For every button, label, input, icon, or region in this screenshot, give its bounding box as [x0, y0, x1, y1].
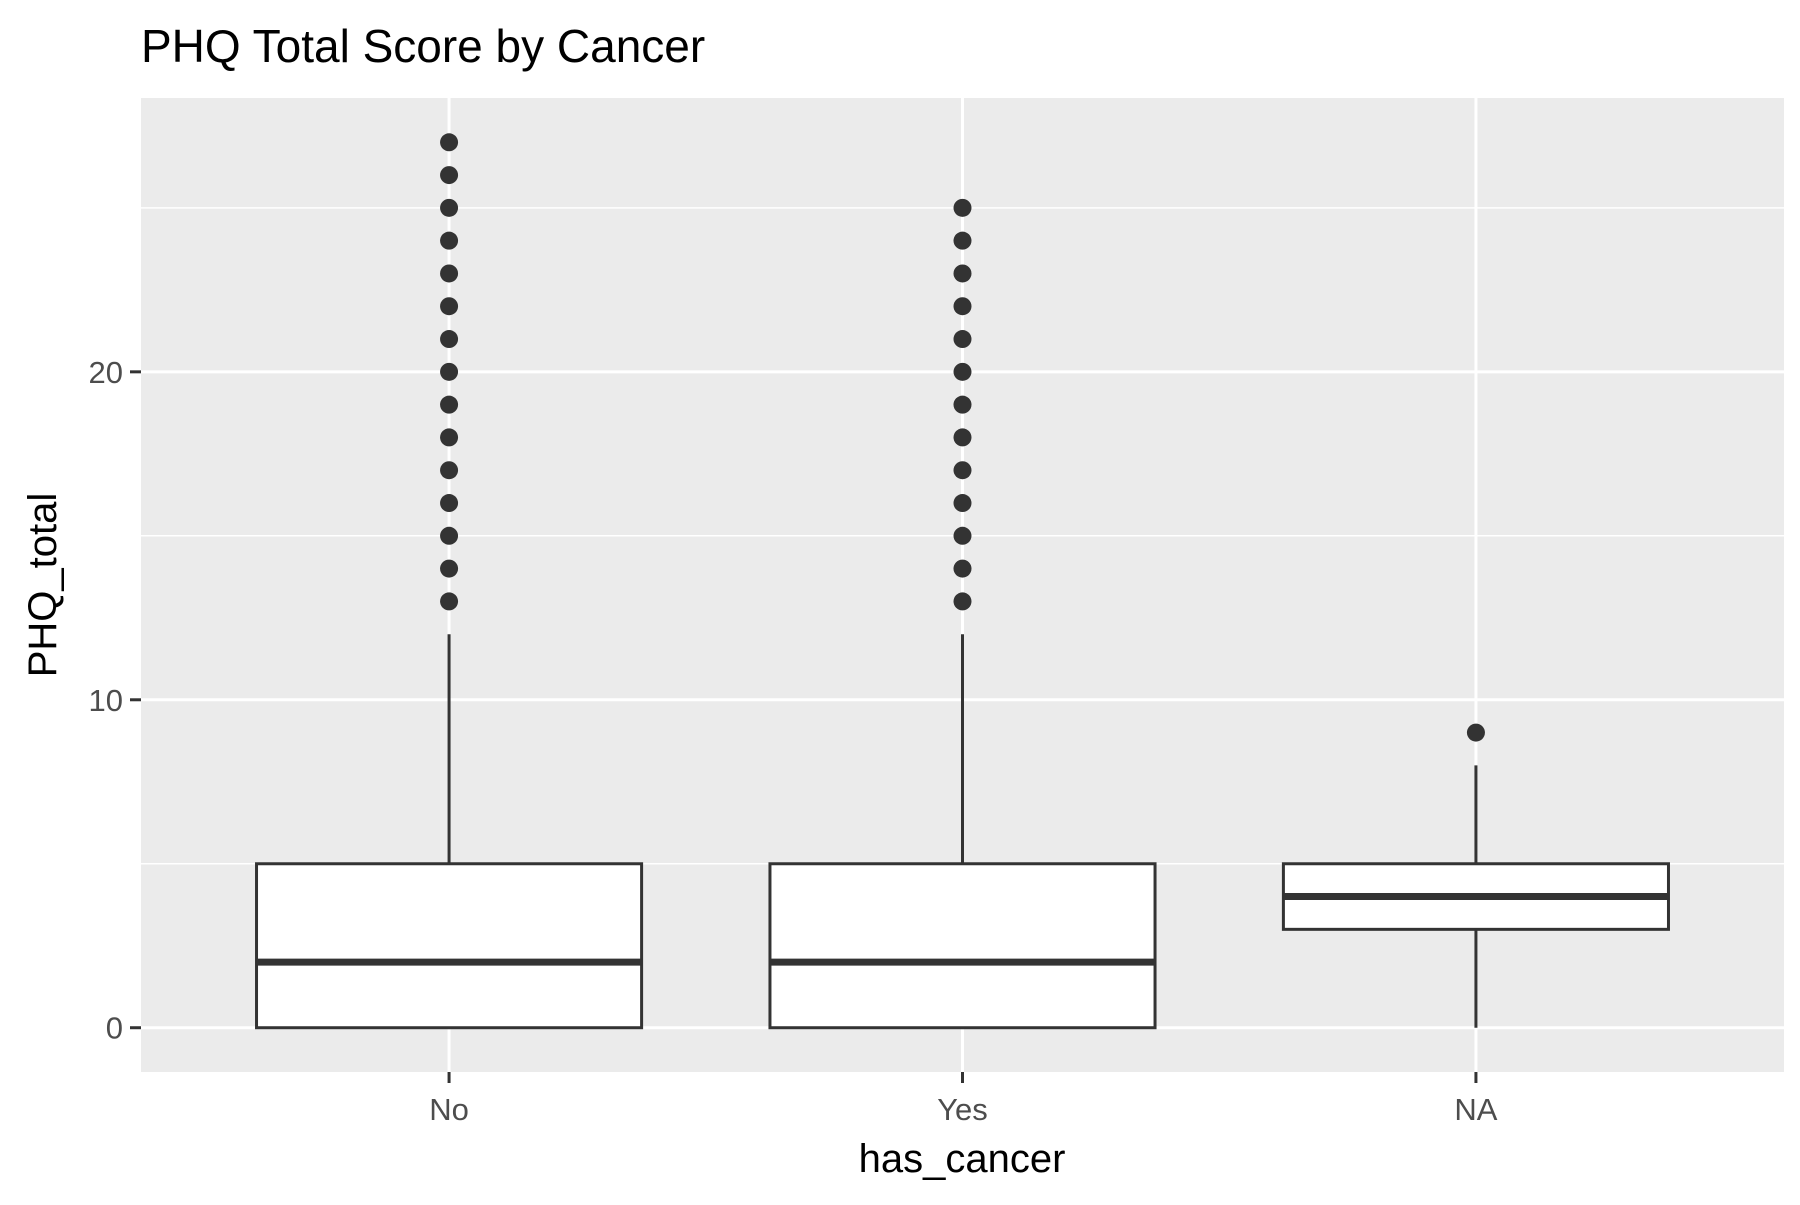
y-tick-label: 10 — [89, 683, 123, 718]
outlier-point — [440, 592, 459, 611]
outlier-point — [953, 592, 972, 611]
outlier-point — [953, 231, 972, 250]
boxes — [255, 634, 1670, 1030]
outlier-point — [440, 559, 459, 578]
interquartile-box — [255, 862, 644, 1030]
outlier-point — [440, 198, 459, 217]
outlier-point — [440, 166, 459, 185]
outlier-point — [440, 461, 459, 480]
outlier-point — [953, 198, 972, 217]
outlier-point — [440, 494, 459, 513]
box-no — [255, 634, 644, 1030]
chart-title: PHQ Total Score by Cancer — [141, 20, 705, 72]
box-yes — [768, 634, 1157, 1030]
outlier-point — [953, 264, 972, 283]
outlier-point — [440, 297, 459, 316]
outlier-point — [440, 264, 459, 283]
outlier-point — [1466, 723, 1485, 742]
axes: 0 10 20 No Yes NA — [89, 355, 1498, 1127]
y-tick-label: 20 — [89, 355, 123, 390]
x-tick-label: No — [429, 1092, 469, 1127]
outlier-point — [440, 526, 459, 545]
outlier-point — [953, 330, 972, 349]
outlier-point — [953, 362, 972, 381]
outlier-point — [953, 494, 972, 513]
outlier-point — [440, 330, 459, 349]
x-axis-title: has_cancer — [859, 1137, 1066, 1181]
outlier-point — [953, 297, 972, 316]
box-na — [1281, 765, 1670, 1028]
outlier-point — [440, 231, 459, 250]
outlier-point — [440, 133, 459, 152]
outlier-point — [953, 526, 972, 545]
outlier-point — [440, 395, 459, 414]
outlier-point — [953, 461, 972, 480]
outlier-point — [440, 362, 459, 381]
interquartile-box — [768, 862, 1157, 1030]
y-axis-title: PHQ_total — [21, 493, 65, 678]
y-tick-label: 0 — [106, 1011, 123, 1046]
outlier-point — [953, 428, 972, 447]
outlier-point — [953, 559, 972, 578]
x-tick-label: NA — [1454, 1092, 1497, 1127]
outlier-point — [440, 428, 459, 447]
outlier-point — [953, 395, 972, 414]
x-tick-label: Yes — [937, 1092, 988, 1127]
outlier-points — [440, 133, 1485, 742]
